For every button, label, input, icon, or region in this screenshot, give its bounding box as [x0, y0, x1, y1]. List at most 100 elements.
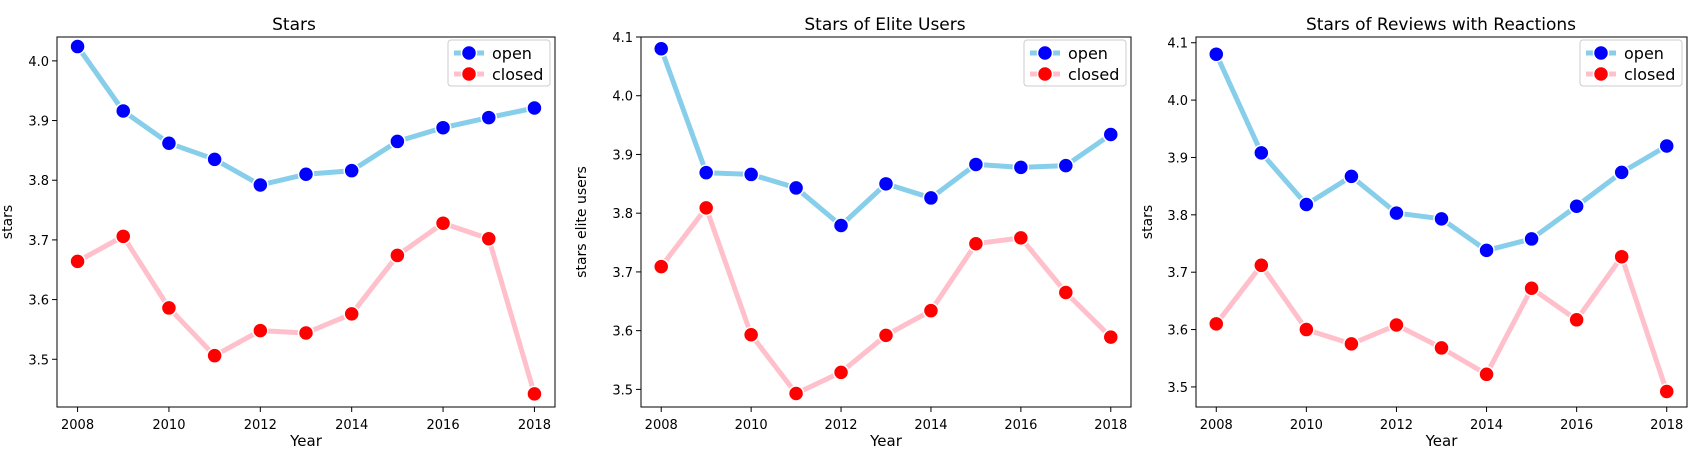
x-tick-label: 2018: [1650, 418, 1683, 433]
data-point-open: [1298, 196, 1315, 213]
y-tick-label: 3.5: [28, 353, 49, 368]
y-axis-label: stars elite users: [574, 166, 590, 278]
data-point-closed: [114, 228, 132, 245]
data-point-open: [69, 38, 86, 55]
chart-title: Stars: [272, 15, 316, 35]
x-tick-label: 2018: [1094, 418, 1127, 433]
legend-label-open: open: [1624, 44, 1664, 63]
data-point-closed: [832, 364, 850, 381]
y-tick-label: 3.5: [612, 383, 633, 398]
x-tick-label: 2014: [1470, 418, 1503, 433]
data-point-open: [967, 156, 985, 173]
data-point-closed: [742, 326, 760, 344]
data-point-closed: [1658, 383, 1675, 400]
data-point-closed: [1012, 229, 1030, 247]
x-axis-label: Year: [869, 432, 903, 450]
data-point-closed: [1343, 335, 1360, 353]
data-point-closed: [526, 385, 543, 403]
y-axis-label: stars: [0, 205, 16, 239]
data-point-closed: [1523, 280, 1540, 297]
data-point-open: [389, 133, 406, 150]
x-tick-label: 2008: [645, 418, 678, 433]
data-point-open: [877, 175, 895, 193]
data-point-closed: [697, 199, 715, 217]
data-point-open: [1433, 210, 1450, 228]
y-tick-label: 3.6: [612, 325, 633, 340]
y-tick-label: 3.7: [612, 266, 633, 281]
legend-marker-open: [460, 44, 478, 62]
data-point-closed: [206, 347, 223, 364]
data-point-closed: [1568, 311, 1585, 329]
y-tick-label: 3.7: [1167, 266, 1188, 281]
legend-marker-open: [1592, 44, 1610, 62]
data-point-open: [922, 189, 940, 207]
y-tick-label: 3.9: [612, 148, 633, 163]
data-point-open: [160, 134, 178, 152]
data-point-closed: [787, 385, 805, 402]
x-tick-label: 2016: [1560, 418, 1593, 433]
legend-marker-closed: [1036, 65, 1054, 83]
data-point-open: [1102, 126, 1120, 143]
series-line-closed: [1213, 254, 1670, 394]
data-point-open: [526, 99, 543, 117]
data-point-closed: [69, 253, 86, 270]
legend-marker-closed: [460, 65, 478, 83]
data-point-closed: [480, 230, 498, 247]
x-tick-label: 2010: [152, 418, 185, 433]
data-point-closed: [922, 302, 940, 319]
data-point-open: [1012, 159, 1030, 176]
data-point-open: [480, 109, 498, 126]
data-point-closed: [877, 327, 895, 344]
data-point-closed: [389, 247, 406, 264]
y-tick-label: 3.9: [28, 115, 49, 130]
data-point-open: [1057, 157, 1075, 174]
legend-label-open: open: [492, 44, 532, 63]
data-point-closed: [1613, 248, 1630, 265]
y-axis-label: stars: [1140, 205, 1156, 239]
x-tick-label: 2014: [335, 418, 368, 433]
x-tick-label: 2018: [518, 418, 551, 433]
data-point-open: [1388, 204, 1405, 222]
data-point-open: [652, 40, 670, 57]
data-point-closed: [252, 322, 269, 339]
y-tick-label: 4.1: [612, 31, 633, 46]
data-point-open: [1568, 197, 1585, 215]
legend-label-closed: closed: [1624, 65, 1675, 84]
y-tick-label: 3.7: [28, 234, 49, 249]
y-tick-label: 3.8: [612, 207, 633, 222]
plot-frame: [56, 36, 556, 408]
data-point-closed: [1433, 339, 1450, 357]
y-tick-label: 3.8: [1167, 209, 1188, 224]
data-point-closed: [967, 235, 985, 252]
y-tick-label: 3.9: [1167, 151, 1188, 166]
x-axis-label: Year: [1425, 432, 1459, 450]
data-point-closed: [1253, 257, 1270, 274]
legend-marker-closed: [1592, 65, 1610, 83]
legend-label-open: open: [1068, 44, 1108, 63]
y-tick-label: 3.6: [28, 294, 49, 309]
x-tick-label: 2012: [1380, 418, 1413, 433]
data-point-open: [434, 119, 452, 136]
legend-label-closed: closed: [1068, 65, 1119, 84]
chart-panel-1: Stars 2008 2010 2012 2014 2016 2018 3.5 3.6 3.7 3.…: [0, 15, 556, 450]
data-point-open: [206, 151, 223, 168]
data-point-closed: [652, 258, 670, 275]
x-tick-label: 2014: [914, 418, 947, 433]
x-tick-label: 2016: [1004, 418, 1037, 433]
data-point-open: [697, 164, 715, 181]
series-line-closed: [75, 220, 537, 397]
data-point-closed: [1478, 366, 1495, 383]
y-tick-label: 4.1: [1167, 37, 1188, 52]
x-tick-label: 2012: [244, 418, 277, 433]
y-tick-label: 3.8: [28, 174, 49, 189]
data-point-open: [114, 102, 132, 120]
x-tick-label: 2012: [824, 418, 857, 433]
data-point-closed: [1102, 328, 1120, 346]
x-tick-label: 2010: [735, 418, 768, 433]
data-point-open: [1478, 242, 1495, 259]
y-tick-label: 4.0: [1167, 94, 1188, 109]
legend-marker-open: [1036, 44, 1054, 62]
plot-frame: [640, 36, 1132, 408]
data-point-open: [1658, 137, 1675, 155]
